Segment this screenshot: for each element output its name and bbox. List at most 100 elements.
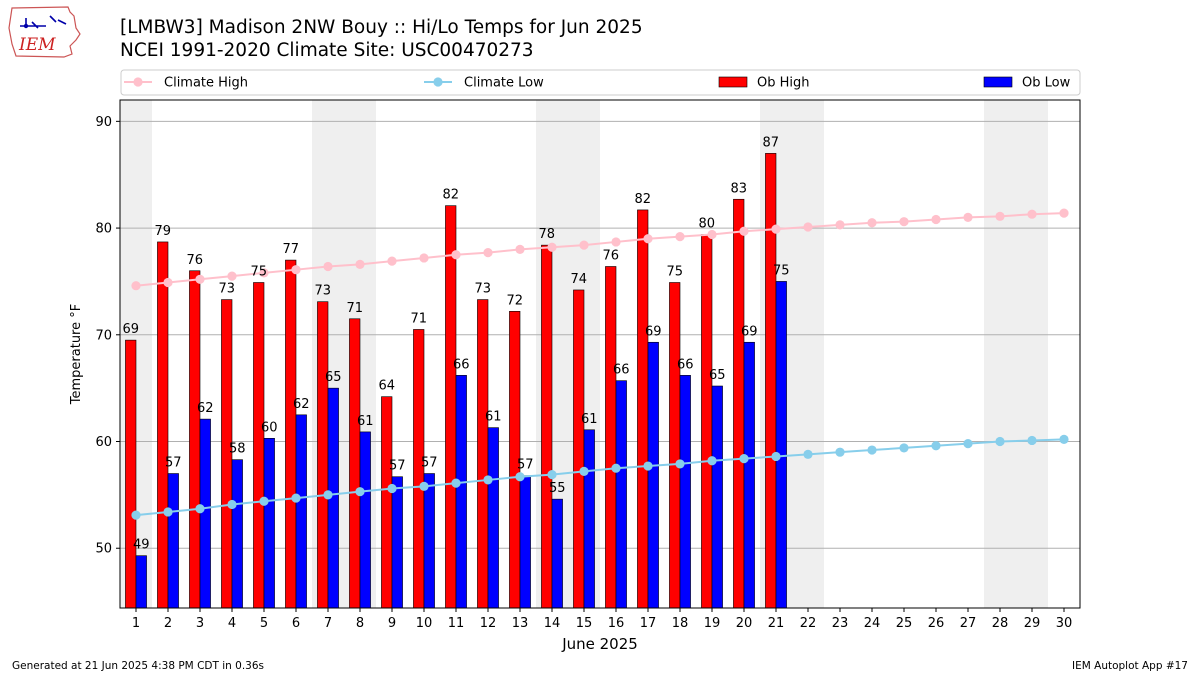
x-tick-label: 17 (640, 616, 657, 631)
x-tick-label: 21 (768, 616, 785, 631)
climate-low-point (1027, 435, 1037, 446)
ob-low-bar (551, 498, 563, 609)
climate-low-point (387, 483, 397, 494)
ob-low-bar (583, 429, 595, 609)
climate-low-line (135, 438, 1065, 517)
x-tick-label: 30 (1056, 616, 1073, 631)
climate-high-point (739, 226, 749, 236)
climate-low-point (963, 439, 973, 449)
ob-high-bar (285, 259, 297, 609)
climate-low-point (259, 496, 269, 506)
ob-low-label: 61 (357, 414, 374, 429)
ob-low-bar (743, 341, 755, 609)
climate-high-point (291, 265, 301, 275)
ob-low-label: 65 (325, 370, 342, 385)
x-tick-label: 1 (132, 616, 140, 631)
ob-low-label: 57 (389, 459, 406, 474)
ob-high-bar (733, 198, 745, 609)
ob-low-label: 55 (549, 481, 566, 496)
bar-value-labels: 69 79 76 73 75 77 73 71 64 71 82 73 72 78 74 76 82 75 80 83… (122, 135, 789, 552)
ob-high-label: 75 (666, 264, 683, 279)
x-axis-label: June 2025 (561, 635, 638, 653)
x-tick-label: 22 (800, 616, 817, 631)
ob-high-label: 69 (122, 322, 139, 337)
legend-swatch-marker (433, 77, 443, 87)
climate-low-point (195, 504, 205, 514)
x-tick-label: 16 (608, 616, 625, 631)
climate-low-point (643, 461, 653, 471)
ob-high-label: 72 (506, 293, 523, 308)
ob-high-label: 78 (538, 227, 555, 242)
weather-station-icon (20, 15, 67, 29)
x-tick-label: 28 (992, 616, 1009, 631)
climate-high-point (355, 259, 365, 269)
ob-high-bar (701, 234, 713, 609)
legend-label: Climate Low (464, 76, 544, 91)
climate-high-point (259, 268, 269, 278)
ob-low-label: 75 (773, 263, 790, 278)
ob-low-bar (295, 414, 307, 609)
x-tick-label: 10 (416, 616, 433, 631)
ob-low-label: 57 (517, 458, 534, 473)
ob-high-bar (189, 270, 201, 609)
ob-high-label: 76 (186, 253, 203, 268)
climate-low-point (323, 490, 333, 500)
ob-low-bar (487, 427, 499, 609)
x-tick-label: 5 (260, 616, 268, 631)
climate-low-point (355, 487, 365, 497)
ob-low-bar (519, 475, 531, 609)
climate-high-point (195, 274, 205, 284)
ob-low-bar (423, 473, 435, 609)
legend: Climate High Climate Low Ob High Ob Low (120, 69, 1081, 96)
ob-low-label: 58 (229, 442, 246, 457)
climate-low-point (675, 459, 685, 469)
climate-high-point (611, 237, 621, 247)
iowa-outline-icon (8, 6, 81, 58)
x-tick-label: 19 (704, 616, 721, 631)
ob-high-bar (669, 282, 681, 609)
climate-high-point (675, 232, 685, 242)
climate-low-point (771, 451, 781, 462)
legend-swatch-bar (983, 76, 1013, 88)
x-tick-label: 3 (196, 616, 204, 631)
ob-low-bar (135, 555, 147, 609)
x-tick-label: 12 (480, 616, 497, 631)
ob-low-bar (167, 473, 179, 609)
x-tick-label: 7 (324, 616, 332, 631)
climate-high-point (835, 220, 845, 230)
climate-low-point (931, 441, 941, 451)
y-tick-label: 80 (95, 222, 112, 237)
climate-low-point (803, 449, 813, 459)
ob-low-label: 62 (293, 397, 310, 412)
ob-high-bar (157, 241, 169, 609)
climate-high-point (131, 281, 141, 291)
climate-high-point (515, 244, 525, 255)
ob-low-bar (263, 438, 275, 609)
y-tick-label: 90 (95, 115, 112, 130)
climate-low-point (995, 436, 1005, 447)
ob-low-label: 57 (421, 456, 438, 471)
ob-high-bar (541, 244, 553, 609)
x-tick-label: 25 (896, 616, 913, 631)
x-tick-label: 26 (928, 616, 945, 631)
ob-high-bars (125, 153, 777, 609)
ob-high-bar (445, 205, 457, 609)
x-axis: 1 2 3 4 5 6 7 8 9 10 11 12 13 14 15 16 17 18 19 20 21 22 23 24 2… (132, 608, 1072, 631)
climate-high-point (547, 242, 557, 252)
climate-high-point (579, 240, 589, 250)
x-tick-label: 29 (1024, 616, 1041, 631)
ob-low-label: 61 (581, 412, 598, 427)
climate-low-point (1059, 434, 1069, 444)
climate-high-point (707, 229, 717, 240)
ob-high-label: 71 (346, 301, 363, 316)
climate-high-point (643, 234, 653, 244)
ob-high-label: 82 (634, 192, 651, 207)
legend-swatch-marker (133, 77, 143, 87)
logo-text: IEM (18, 35, 56, 55)
ob-high-label: 74 (570, 272, 587, 287)
x-tick-label: 20 (736, 616, 753, 631)
climate-low-point (163, 507, 173, 517)
climate-high-point (963, 212, 973, 222)
legend-swatch-bar (718, 76, 748, 88)
